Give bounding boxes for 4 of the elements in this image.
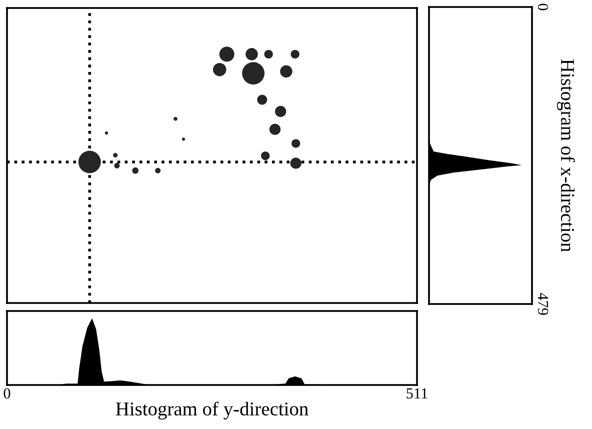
y-axis-title: Histogram of x-direction [556, 59, 575, 252]
x-axis-title: Histogram of y-direction [116, 402, 308, 420]
x-tick-label: 511 [406, 388, 428, 399]
y-tick-label: 479 [538, 292, 548, 315]
